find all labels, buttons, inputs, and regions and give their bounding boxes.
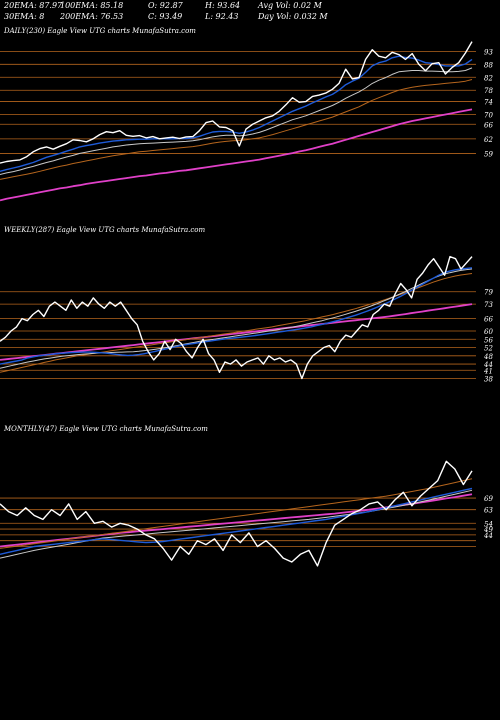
daily-tick-label: 74 [484,99,493,107]
weekly-tick-label: 48 [483,353,493,361]
monthly-tick-label: 49 [483,526,493,534]
daily-tick-label: 62 [484,136,493,144]
weekly-tick-label: 52 [484,345,493,353]
daily-tick-label: 82 [484,74,493,82]
monthly-series-line [0,487,473,555]
header-ema20: 20EMA: 87.97 [4,1,63,10]
monthly-tick-label: 44 [483,532,493,540]
daily-tick-label: 93 [484,48,493,56]
weekly-tick-label: 41 [483,367,493,375]
daily-series-line [0,79,473,180]
monthly-series-line [0,489,473,559]
weekly-tick-label: 66 [484,316,493,324]
header-ema100: 100EMA: 85.18 [60,1,124,10]
daily-tick-label: 59 [484,150,493,158]
weekly-series-line [0,303,473,361]
monthly-series-line [0,460,473,567]
header-close: C: 93.49 [148,12,183,21]
weekly-tick-label: 38 [484,376,493,384]
daily-panel-title: DAILY(230) Eagle View UTG charts MunafaS… [4,27,196,35]
weekly-tick-label: 60 [484,328,493,336]
header-high: H: 93.64 [205,1,241,10]
weekly-panel-title: WEEKLY(287) Eagle View UTG charts Munafa… [4,226,206,234]
daily-tick-label: 66 [484,121,493,129]
monthly-series-line [0,478,473,549]
daily-series-line [0,67,473,175]
weekly-tick-label: 73 [484,301,493,309]
daily-series-line [0,108,473,202]
weekly-tick-label: 79 [484,289,493,297]
header-ema30: 30EMA: 8 [4,12,45,21]
monthly-tick-label: 63 [484,507,493,515]
weekly-tick-label: 56 [484,336,493,344]
daily-tick-label: 70 [484,112,493,120]
monthly-panel-title: MONTHLY(47) Eagle View UTG charts Munafa… [4,425,208,433]
header-dayvol: Day Vol: 0.032 M [258,12,328,21]
header-open: O: 92.87 [148,1,183,10]
daily-series-line [0,41,473,164]
daily-series-line [0,55,473,172]
header-ema200: 200EMA: 76.53 [60,12,124,21]
weekly-series-line [0,267,473,365]
daily-tick-label: 88 [484,61,493,69]
weekly-series-line [0,255,473,380]
monthly-tick-label: 69 [484,495,493,503]
monthly-tick-label: 54 [484,520,493,528]
weekly-tick-label: 44 [483,361,493,369]
weekly-series-line [0,273,473,373]
daily-tick-label: 78 [484,87,493,95]
header-low: L: 92.43 [205,12,239,21]
header-avgvol: Avg Vol: 0.02 M [258,1,322,10]
